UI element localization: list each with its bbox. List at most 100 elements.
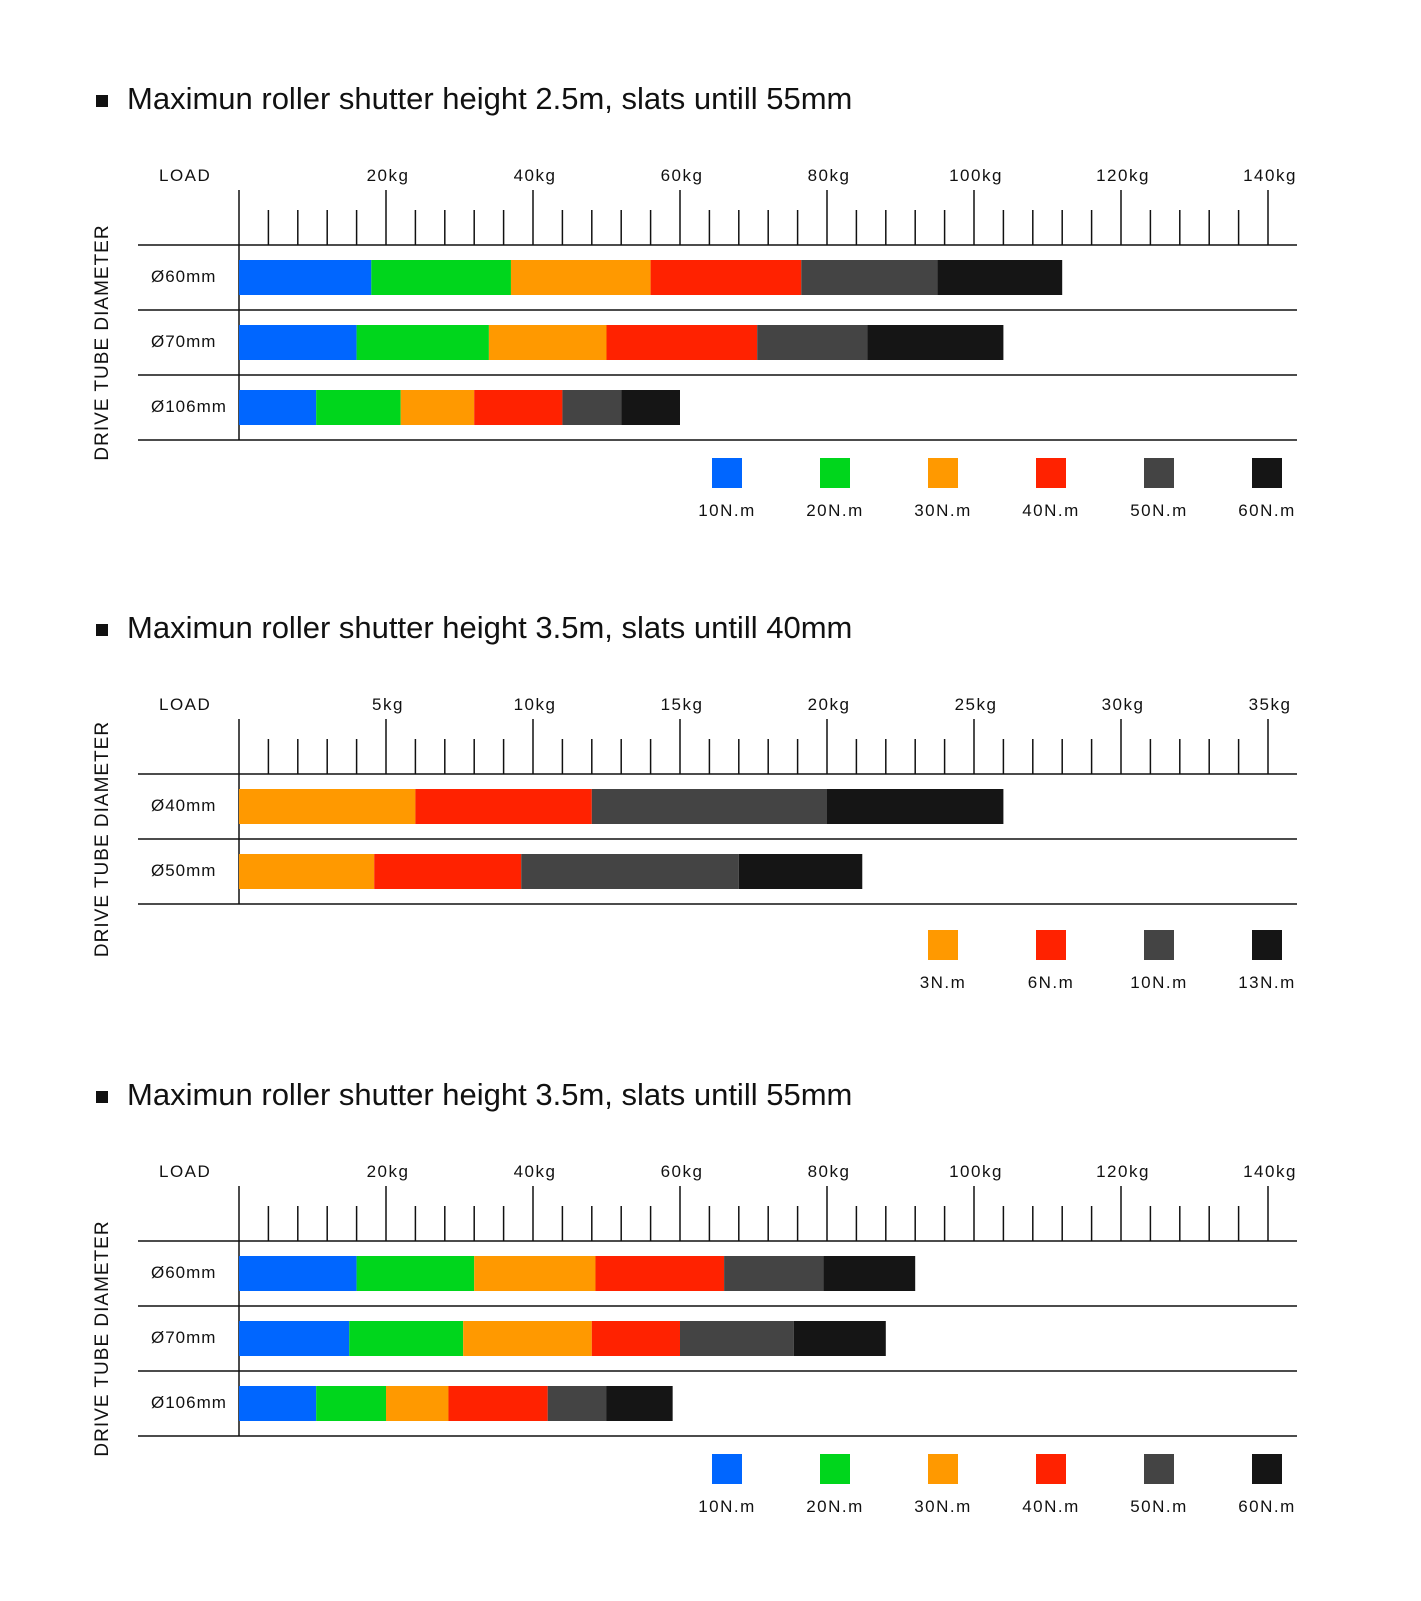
legend-label: 60N.m <box>1238 501 1296 520</box>
y-axis-label: DRIVE TUBE DIAMETER <box>92 1220 113 1456</box>
y-axis-label: DRIVE TUBE DIAMETER <box>92 224 113 460</box>
legend-swatch <box>928 1454 958 1484</box>
legend-swatch <box>712 1454 742 1484</box>
bar-segment <box>562 390 622 425</box>
bar-segment <box>591 1321 680 1356</box>
bullet <box>96 624 108 636</box>
x-tick-label: 20kg <box>367 1162 410 1181</box>
category-label: Ø106mm <box>151 397 227 416</box>
legend-label: 50N.m <box>1130 501 1188 520</box>
legend-swatch <box>928 458 958 488</box>
chart-title: Maximun roller shutter height 3.5m, slat… <box>127 1077 852 1112</box>
bar-segment <box>827 789 1004 824</box>
legend-label: 60N.m <box>1238 1497 1296 1516</box>
x-tick-label: 60kg <box>661 1162 704 1181</box>
category-label: Ø50mm <box>151 861 216 880</box>
x-tick-label: 40kg <box>514 166 557 185</box>
legend-swatch <box>1252 930 1282 960</box>
bar-segment <box>650 260 802 295</box>
bar-segment <box>371 260 511 295</box>
bar-segment <box>488 325 607 360</box>
bar-segment <box>595 1256 725 1291</box>
legend-swatch <box>1036 1454 1066 1484</box>
bar-segment <box>415 789 592 824</box>
legend-swatch <box>712 458 742 488</box>
legend-swatch <box>1144 1454 1174 1484</box>
bullet <box>96 95 108 107</box>
legend-label: 3N.m <box>920 973 967 992</box>
bar-segment <box>316 390 401 425</box>
x-tick-label: 100kg <box>949 1162 1003 1181</box>
bar-segment <box>239 854 375 889</box>
bar-segment <box>547 1386 607 1421</box>
x-tick-label: 10kg <box>514 695 557 714</box>
bar-segment <box>474 390 563 425</box>
chart-title: Maximun roller shutter height 2.5m, slat… <box>127 81 852 116</box>
x-tick-label: 120kg <box>1096 1162 1150 1181</box>
bar-segment <box>239 1321 350 1356</box>
bar-segment <box>349 1321 464 1356</box>
bar-segment <box>239 789 416 824</box>
x-tick-label: 80kg <box>808 1162 851 1181</box>
bar-segment <box>239 325 357 360</box>
legend-swatch <box>820 458 850 488</box>
x-tick-label: 35kg <box>1249 695 1292 714</box>
category-label: Ø40mm <box>151 796 216 815</box>
bar-segment <box>757 325 868 360</box>
bar-segment <box>374 854 522 889</box>
y-axis-label: DRIVE TUBE DIAMETER <box>92 721 113 957</box>
bar-segment <box>680 1321 794 1356</box>
legend-label: 10N.m <box>698 1497 756 1516</box>
bar-segment <box>356 1256 475 1291</box>
legend-swatch <box>928 930 958 960</box>
bar-segment <box>239 260 372 295</box>
bar-segment <box>448 1386 548 1421</box>
x-tick-label: 25kg <box>955 695 998 714</box>
x-axis-label: LOAD <box>159 695 211 714</box>
x-tick-label: 60kg <box>661 166 704 185</box>
legend-label: 13N.m <box>1238 973 1296 992</box>
x-tick-label: 120kg <box>1096 166 1150 185</box>
legend-swatch <box>1036 930 1066 960</box>
x-tick-label: 15kg <box>661 695 704 714</box>
legend-label: 20N.m <box>806 501 864 520</box>
bar-segment <box>823 1256 916 1291</box>
legend-swatch <box>1144 930 1174 960</box>
bar-segment <box>621 390 680 425</box>
category-label: Ø70mm <box>151 332 216 351</box>
bar-segment <box>793 1321 886 1356</box>
legend-label: 50N.m <box>1130 1497 1188 1516</box>
bar-segment <box>463 1321 592 1356</box>
bar-segment <box>591 789 827 824</box>
bar-segment <box>239 1386 317 1421</box>
bar-segment <box>521 854 739 889</box>
legend-label: 6N.m <box>1028 973 1075 992</box>
bar-segment <box>510 260 651 295</box>
category-label: Ø60mm <box>151 1263 216 1282</box>
category-label: Ø106mm <box>151 1393 227 1412</box>
x-tick-label: 80kg <box>808 166 851 185</box>
bar-segment <box>239 1256 357 1291</box>
legend-swatch <box>1036 458 1066 488</box>
bar-segment <box>400 390 475 425</box>
legend-label: 30N.m <box>914 1497 972 1516</box>
legend-label: 10N.m <box>698 501 756 520</box>
x-tick-label: 140kg <box>1243 166 1297 185</box>
chart-title: Maximun roller shutter height 3.5m, slat… <box>127 610 852 645</box>
bar-segment <box>606 1386 673 1421</box>
bar-segment <box>239 390 317 425</box>
x-tick-label: 100kg <box>949 166 1003 185</box>
bar-segment <box>316 1386 386 1421</box>
bar-segment <box>724 1256 824 1291</box>
x-tick-label: 20kg <box>367 166 410 185</box>
bar-segment <box>867 325 1004 360</box>
legend-label: 20N.m <box>806 1497 864 1516</box>
bar-segment <box>606 325 758 360</box>
bar-segment <box>937 260 1063 295</box>
legend-label: 40N.m <box>1022 501 1080 520</box>
legend-label: 30N.m <box>914 501 972 520</box>
bullet <box>96 1091 108 1103</box>
x-axis-label: LOAD <box>159 1162 211 1181</box>
category-label: Ø70mm <box>151 1328 216 1347</box>
